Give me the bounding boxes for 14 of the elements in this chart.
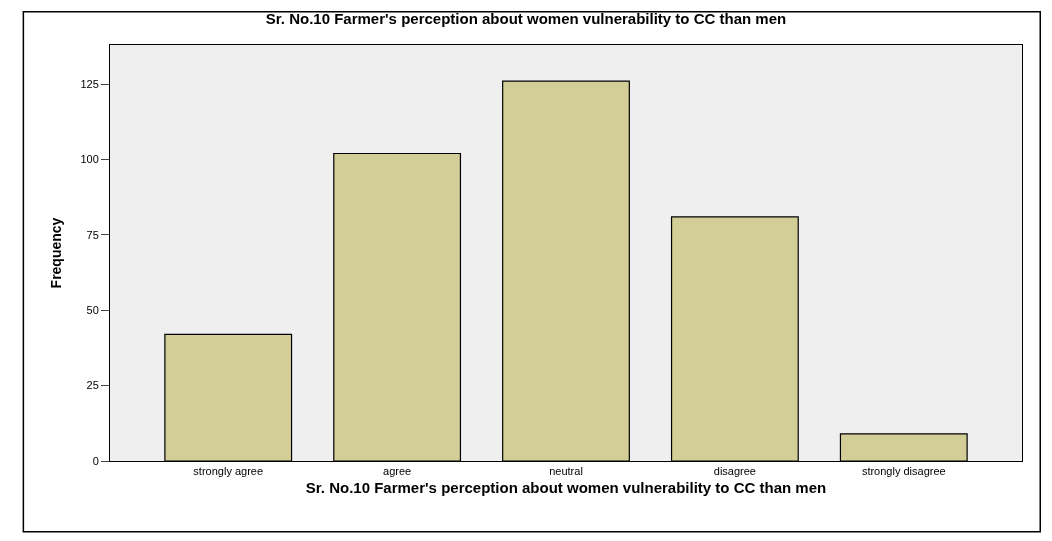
y-tick-label: 50 [86,304,99,317]
chart-title: Sr. No.10 Farmer's perception about women vulnerability to CC than men [265,10,787,28]
x-tick-label: strongly agree [193,465,264,478]
y-tick-label: 75 [86,228,99,241]
x-axis-title: Sr. No.10 Farmer's perception about women vulnerability to CC than men [305,479,827,497]
x-tick-label: neutral [549,465,583,478]
y-tick-label: 100 [80,153,99,166]
x-tick-label: strongly disagree [861,465,946,478]
x-tick-label: disagree [713,465,756,478]
x-tick-label: agree [383,465,412,478]
y-tick-label: 25 [86,379,99,392]
y-tick-label: 0 [92,454,99,467]
y-axis-title: Frequency [48,217,65,289]
y-tick-label: 125 [80,78,99,91]
